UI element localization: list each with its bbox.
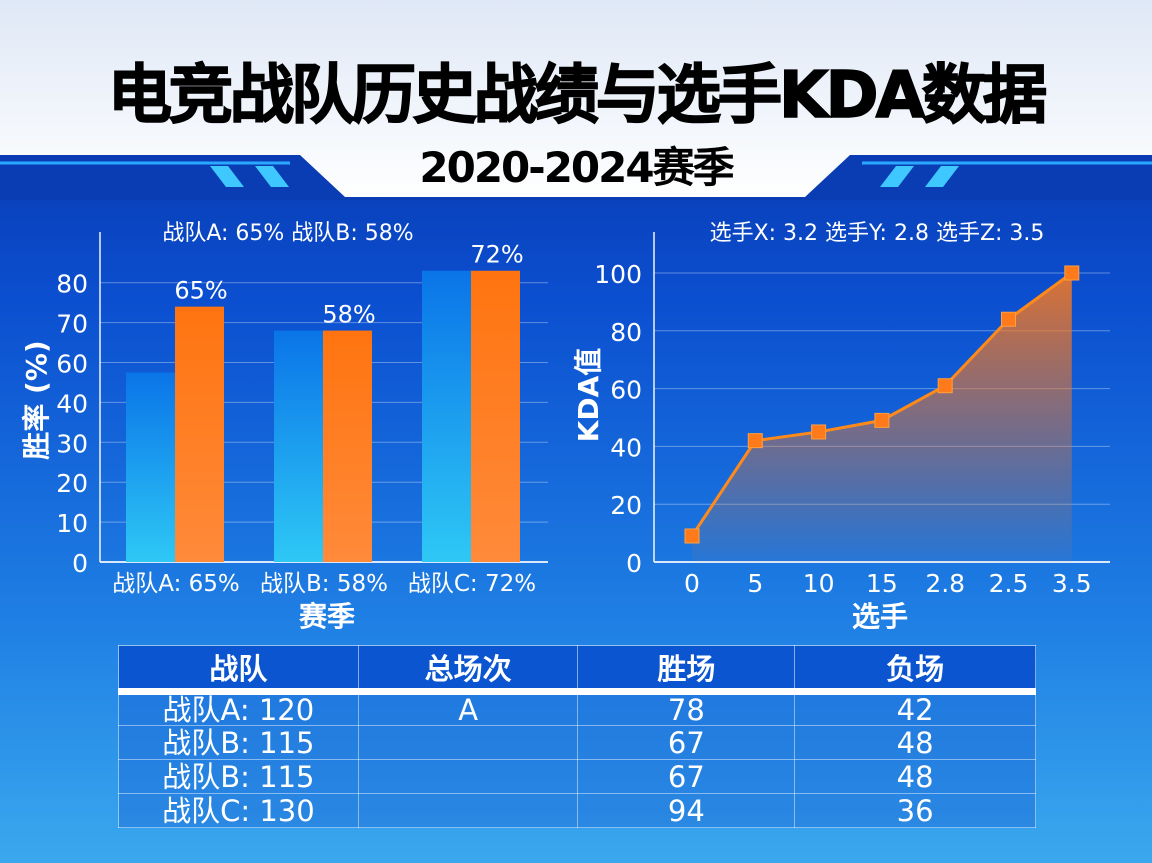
y-tick-label: 70 bbox=[56, 310, 88, 339]
chart-legend-text: 选手X: 3.2 选手Y: 2.8 选手Z: 3.5 bbox=[710, 221, 1045, 246]
table-cell: 36 bbox=[794, 793, 1036, 828]
data-point bbox=[1064, 265, 1080, 281]
x-tick-label: 10 bbox=[803, 569, 835, 598]
table-cell: A bbox=[357, 691, 579, 726]
table-cell: 战队C: 130 bbox=[118, 793, 359, 828]
bar bbox=[471, 270, 520, 562]
y-tick-label: 10 bbox=[56, 509, 88, 538]
table-cell: 78 bbox=[577, 691, 796, 726]
table-header-row: 战队 总场次 胜场 负场 bbox=[118, 645, 1036, 695]
y-tick-label: 0 bbox=[72, 549, 88, 578]
page-subtitle: 2020-2024赛季 bbox=[419, 143, 734, 192]
table-row: 战队B: 115 67 48 bbox=[118, 725, 1036, 760]
area-fill bbox=[692, 273, 1072, 562]
data-point bbox=[811, 424, 827, 440]
table-cell: 战队B: 115 bbox=[118, 725, 359, 760]
y-tick-label: 60 bbox=[610, 376, 642, 405]
y-tick-label: 100 bbox=[594, 260, 642, 289]
bar bbox=[126, 372, 175, 562]
page-title: 电竞战队历史战绩与选手KDA数据 bbox=[107, 58, 1048, 134]
table-cell: 战队B: 115 bbox=[118, 759, 359, 794]
bar bbox=[323, 330, 372, 562]
charts: 0 10 20 30 40 60 70 80 65% 58% 72% 战队A: 65% 战队B: 58%… bbox=[20, 221, 1092, 633]
table-cell: 48 bbox=[794, 725, 1036, 760]
x-tick-label: 5 bbox=[747, 569, 763, 598]
y-tick-label: 60 bbox=[56, 350, 88, 379]
data-point bbox=[684, 528, 700, 544]
y-tick-label: 0 bbox=[626, 549, 642, 578]
column-header: 战队 bbox=[118, 645, 359, 695]
data-point bbox=[747, 433, 763, 449]
table-row: 战队B: 115 67 48 bbox=[118, 759, 1036, 794]
x-tick-label: 2.8 bbox=[925, 569, 965, 598]
table-cell: 战队A: 120 bbox=[118, 691, 359, 726]
bar-data-label: 58% bbox=[322, 301, 375, 329]
y-axis-label: 胜率 (%) bbox=[20, 340, 53, 459]
data-point bbox=[937, 378, 953, 394]
table-row: 战队C: 130 94 36 bbox=[118, 793, 1036, 828]
bar bbox=[274, 330, 323, 562]
table-cell: 42 bbox=[794, 691, 1036, 726]
table-cell: 48 bbox=[794, 759, 1036, 794]
y-tick-label: 30 bbox=[56, 429, 88, 458]
y-tick-label: 40 bbox=[56, 389, 88, 418]
column-header: 胜场 bbox=[577, 645, 796, 695]
x-tick-label: 2.5 bbox=[989, 569, 1029, 598]
chart-legend-text: 战队A: 65% 战队B: 58% bbox=[162, 221, 413, 246]
x-category-label: 战队B: 58% bbox=[260, 571, 388, 597]
table-row: 战队A: 120 A 78 42 bbox=[118, 691, 1036, 726]
y-axis-label: KDA值 bbox=[572, 348, 605, 443]
x-axis-label: 赛季 bbox=[299, 600, 355, 633]
data-point bbox=[874, 412, 890, 428]
x-tick-label: 3.5 bbox=[1052, 569, 1092, 598]
y-tick-label: 20 bbox=[610, 491, 642, 520]
header-banner bbox=[0, 0, 1152, 200]
bar bbox=[422, 270, 471, 562]
y-tick-label: 80 bbox=[56, 270, 88, 299]
x-tick-label: 0 bbox=[684, 569, 700, 598]
team-record-table: 战队 总场次 胜场 负场 战队A: 120 A 78 42 战队B: 115 67 48 战队B: … bbox=[118, 645, 1036, 828]
bar bbox=[175, 306, 224, 562]
column-header: 负场 bbox=[794, 645, 1036, 695]
table-cell: 67 bbox=[577, 725, 796, 760]
bar-data-label: 65% bbox=[174, 277, 227, 305]
x-tick-label: 15 bbox=[866, 569, 898, 598]
table-cell bbox=[357, 759, 579, 794]
bar-data-label: 72% bbox=[470, 241, 523, 269]
x-category-label: 战队A: 65% bbox=[112, 571, 240, 597]
y-tick-label: 80 bbox=[610, 318, 642, 347]
table-cell: 67 bbox=[577, 759, 796, 794]
y-tick-label: 40 bbox=[610, 433, 642, 462]
y-tick-label: 20 bbox=[56, 469, 88, 498]
column-header: 总场次 bbox=[357, 645, 579, 695]
table-cell bbox=[357, 725, 579, 760]
table-cell: 94 bbox=[577, 793, 796, 828]
data-point bbox=[1001, 311, 1016, 327]
x-category-label: 战队C: 72% bbox=[408, 571, 536, 597]
table-cell bbox=[357, 793, 579, 828]
x-axis-label: 选手 bbox=[852, 600, 908, 633]
